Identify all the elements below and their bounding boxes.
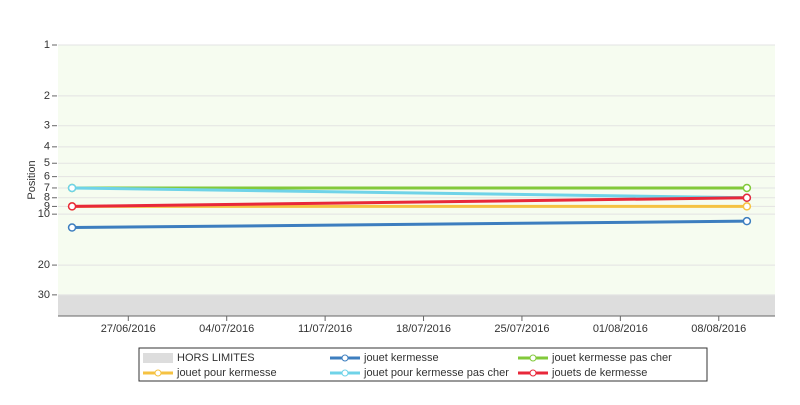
y-tick-label: 2 <box>44 90 50 102</box>
legend-label: jouet pour kermesse <box>176 367 277 379</box>
data-point <box>742 202 752 211</box>
y-tick-label: 8 <box>44 192 50 204</box>
legend-marker <box>341 369 349 377</box>
series-line <box>72 186 747 200</box>
legend-marker <box>154 369 162 377</box>
data-point <box>67 223 77 232</box>
x-tick-label: 27/06/2016 <box>101 323 156 335</box>
legend-marker <box>529 354 537 362</box>
y-tick-label: 3 <box>44 120 50 132</box>
legend-swatch <box>143 353 173 363</box>
y-tick-label: 7 <box>44 182 50 194</box>
y-axis-label: Position <box>26 160 38 199</box>
data-point <box>742 183 752 193</box>
legend <box>138 347 708 382</box>
plot-area <box>58 45 775 316</box>
y-tick-label: 6 <box>44 171 50 183</box>
series-line <box>72 196 747 208</box>
legend-label: jouet kermesse <box>363 352 439 364</box>
y-tick-label: 30 <box>38 289 50 301</box>
data-point <box>742 193 752 203</box>
y-tick-label: 1 <box>44 39 50 51</box>
y-tick-label: 20 <box>38 259 50 271</box>
y-tick-label: 5 <box>44 157 50 169</box>
x-tick-label: 11/07/2016 <box>298 323 352 335</box>
out-of-range-band <box>58 294 775 316</box>
data-point <box>67 202 77 211</box>
y-tick-label: 9 <box>44 200 50 212</box>
y-tick-label: 10 <box>38 208 50 220</box>
x-tick-label: 25/07/2016 <box>494 323 549 335</box>
legend-label: jouets de kermesse <box>551 367 647 379</box>
legend-label: HORS LIMITES <box>177 352 255 364</box>
x-tick-label: 18/07/2016 <box>396 323 451 335</box>
legend-label: jouet kermesse pas cher <box>551 352 672 364</box>
legend-marker <box>341 354 349 362</box>
series-line <box>72 219 747 230</box>
legend-label: jouet pour kermesse pas cher <box>363 367 509 379</box>
x-tick-label: 01/08/2016 <box>593 323 648 335</box>
x-tick-label: 08/08/2016 <box>691 323 746 335</box>
data-point <box>67 183 77 193</box>
x-tick-label: 04/07/2016 <box>199 323 254 335</box>
y-tick-label: 4 <box>44 141 50 153</box>
data-point <box>742 216 752 226</box>
legend-marker <box>529 369 537 377</box>
